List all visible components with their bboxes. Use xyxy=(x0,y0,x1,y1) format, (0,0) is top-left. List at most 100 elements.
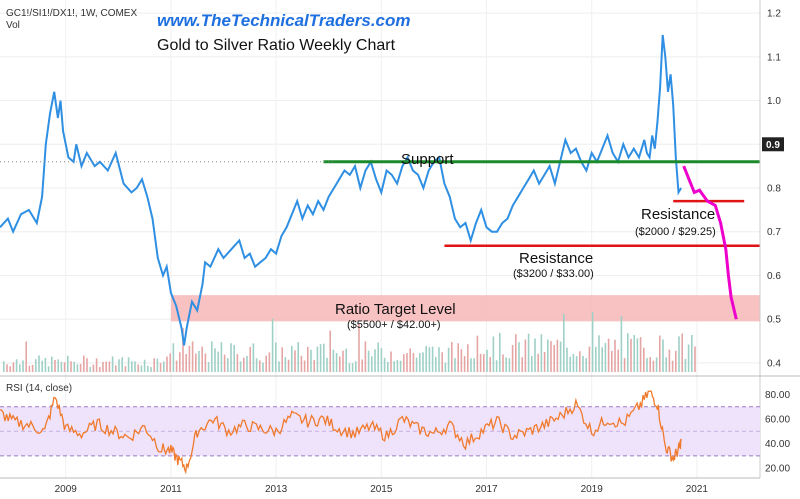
price-tick-label: 1.0 xyxy=(767,96,781,107)
volume-bar xyxy=(79,363,82,372)
volume-bar xyxy=(399,360,402,372)
volume-bar xyxy=(396,360,399,372)
volume-bar xyxy=(412,352,415,372)
volume-bar xyxy=(271,318,274,372)
volume-bar xyxy=(467,344,469,372)
volume-bar xyxy=(255,358,258,372)
rsi-tick-label: 20.00 xyxy=(765,464,790,475)
volume-bar xyxy=(463,356,466,372)
volume-bar xyxy=(172,343,175,372)
volume-bar xyxy=(630,338,632,372)
time-tick-label: 2013 xyxy=(265,484,288,495)
resistance-1-label: Resistance xyxy=(641,206,715,223)
volume-bar xyxy=(105,361,107,372)
volume-bar xyxy=(156,358,159,372)
volume-bar xyxy=(134,361,136,372)
volume-bar xyxy=(300,355,303,372)
volume-bar xyxy=(486,349,488,372)
volume-bar xyxy=(655,357,658,372)
volume-bar xyxy=(95,358,98,372)
volume-bar xyxy=(387,361,389,372)
time-tick-label: 2011 xyxy=(160,484,182,495)
volume-bar xyxy=(207,362,210,372)
volume-bar xyxy=(659,335,661,372)
volume-bar xyxy=(67,355,69,372)
volume-bar xyxy=(623,358,626,372)
volume-bar xyxy=(329,330,331,372)
volume-bar xyxy=(451,341,453,372)
volume-bar xyxy=(543,351,546,372)
rsi-tick-label: 60.00 xyxy=(765,415,790,426)
volume-bar xyxy=(374,349,376,372)
volume-bar xyxy=(441,352,443,372)
volume-bar xyxy=(521,357,523,372)
rsi-axis-ticks: 20.00 40.00 60.00 80.00 xyxy=(765,390,790,475)
price-tick-label: 0.4 xyxy=(767,358,781,369)
volume-bar xyxy=(473,358,475,372)
volume-bar xyxy=(511,345,514,372)
volume-bar xyxy=(335,353,338,372)
volume-bar xyxy=(239,361,242,372)
time-axis-ticks: 2009 2011 2013 2015 2017 2019 2021 xyxy=(55,484,709,495)
volume-bar xyxy=(47,366,50,372)
volume-bar xyxy=(131,361,133,372)
volume-bar xyxy=(563,313,565,372)
volume-bar xyxy=(457,343,459,372)
volume-bar xyxy=(73,361,75,372)
volume-bar xyxy=(364,341,367,372)
volume-bar xyxy=(76,364,79,372)
volume-bar xyxy=(38,355,40,372)
volume-bar xyxy=(345,348,347,372)
volume-bar xyxy=(643,347,645,372)
volume-bar xyxy=(233,344,235,372)
volume-bar xyxy=(492,336,495,372)
volume-bar xyxy=(150,367,152,372)
volume-bar xyxy=(19,364,21,372)
volume-bar xyxy=(595,346,597,372)
volume-bar xyxy=(195,353,197,372)
volume-bar xyxy=(214,348,216,372)
volume-bar xyxy=(422,352,424,372)
volume-bar xyxy=(310,349,312,372)
volume-bar xyxy=(425,346,427,372)
volume-bar xyxy=(307,346,309,372)
volume-bar xyxy=(582,355,584,372)
volume-bar xyxy=(220,342,223,372)
volume-bar xyxy=(339,356,341,372)
volume-bar xyxy=(627,333,629,372)
volume-bar xyxy=(348,363,351,372)
chart-title: Gold to Silver Ratio Weekly Chart xyxy=(157,37,396,54)
volume-bar xyxy=(358,323,360,372)
volume-bar xyxy=(204,353,207,372)
volume-bar xyxy=(268,352,271,372)
price-series-line xyxy=(0,34,682,346)
volume-bar xyxy=(639,337,642,372)
volume-bar xyxy=(406,353,408,372)
volume-bar xyxy=(35,359,37,372)
volume-bar xyxy=(137,364,139,372)
rsi-label: RSI (14, close) xyxy=(6,383,72,394)
symbol-label: GC1!/SI1!/DX1!, 1W, COMEX xyxy=(6,8,137,19)
volume-bar xyxy=(182,328,184,372)
volume-bar xyxy=(684,358,687,372)
volume-bar xyxy=(383,357,386,372)
volume-bar xyxy=(662,339,664,372)
volume-bar xyxy=(649,357,651,372)
volume-bar xyxy=(351,363,354,372)
ratio-target-zone xyxy=(170,295,760,322)
volume-bar xyxy=(3,361,5,372)
volume-bar xyxy=(147,365,149,372)
volume-bar xyxy=(179,352,181,372)
volume-bar xyxy=(393,361,395,372)
volume-bar xyxy=(687,344,690,372)
volume-bar xyxy=(294,350,296,372)
volume-bar xyxy=(607,338,610,372)
volume-bar xyxy=(355,361,357,372)
volume-bar xyxy=(153,358,155,372)
volume-bar xyxy=(572,354,575,372)
price-tick-label: 0.6 xyxy=(767,271,781,282)
current-value-badge xyxy=(762,137,784,152)
volume-bar xyxy=(230,343,232,372)
volume-bar xyxy=(489,357,491,372)
